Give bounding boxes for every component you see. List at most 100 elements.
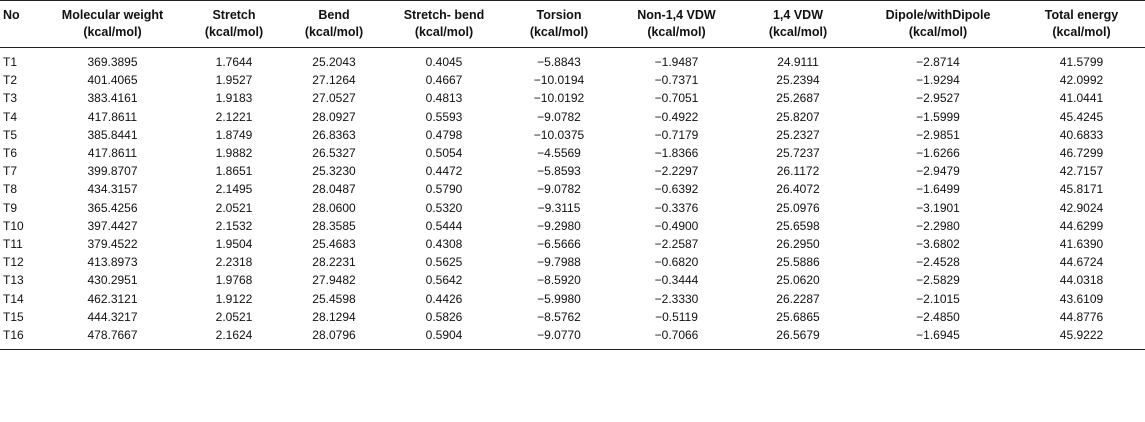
table-row: T13 430.2951 1.9768 27.9482 0.5642 −8.5920 −0.… [0,271,1145,289]
value-cell: 379.4522 [87,236,138,251]
value-cell: 25.3230 [312,164,356,179]
column-header-unit: (kcal/mol) [908,25,968,39]
value-cell: 26.2287 [776,291,820,306]
value-cell: 0.4045 [425,55,463,70]
column-header-label: Torsion [536,8,582,22]
table-row: T1 369.3895 1.7644 25.2043 0.4045 −5.8843 −1.9… [0,48,1145,72]
value-cell: −10.0375 [533,127,585,142]
row-id-cell: T16 [3,327,24,342]
value-cell: −1.9487 [654,55,699,70]
value-cell: 25.6598 [776,218,820,233]
value-cell: −2.3330 [654,291,699,306]
value-cell: 42.7157 [1059,164,1104,179]
value-cell: 417.8611 [87,146,138,161]
value-cell: 28.0927 [312,109,356,124]
value-cell: 26.8363 [312,127,356,142]
value-cell: 0.5320 [425,200,463,215]
column-header-label: Dipole/withDipole [885,8,991,22]
row-id-cell: T12 [3,255,24,270]
value-cell: 25.2043 [312,55,356,70]
table-header: No Molecular weight (kcal/mol) Stretch (kca… [0,0,1145,48]
row-id-cell: T6 [3,146,18,161]
row-id-cell: T10 [3,218,24,233]
value-cell: 44.6299 [1059,218,1104,233]
value-cell: −3.6802 [916,236,960,251]
table-row: T14 462.3121 1.9122 25.4598 0.4426 −5.9980 −2.… [0,289,1145,307]
value-cell: 434.3157 [87,182,138,197]
row-id-cell: T13 [3,273,24,288]
value-cell: 1.7644 [215,55,253,70]
value-cell: 44.8776 [1059,309,1104,324]
value-cell: 1.9504 [215,236,253,251]
value-cell: −2.5829 [916,273,960,288]
column-header-label: Non-1,4 VDW [637,8,716,22]
value-cell: 41.6390 [1059,236,1104,251]
column-header: Stretch- bend (kcal/mol) [385,1,503,48]
value-cell: 45.8171 [1059,182,1104,197]
value-cell: −0.7051 [654,91,699,106]
value-cell: −9.0782 [537,109,581,124]
value-cell: −1.6266 [916,146,960,161]
value-cell: 0.5642 [425,273,463,288]
value-cell: −2.9851 [916,127,960,142]
column-header: Non-1,4 VDW (kcal/mol) [615,1,738,48]
row-id-cell: T8 [3,182,18,197]
table-row: T15 444.3217 2.0521 28.1294 0.5826 −8.5762 −0.… [0,308,1145,326]
value-cell: −0.4922 [654,109,699,124]
value-cell: 27.9482 [312,273,356,288]
value-cell: 2.1495 [215,182,253,197]
value-cell: −9.2980 [537,218,581,233]
value-cell: −4.5569 [537,146,581,161]
value-cell: 2.0521 [215,309,253,324]
row-id-cell: T14 [3,291,24,306]
value-cell: 25.2327 [776,127,820,142]
value-cell: −1.5999 [916,109,960,124]
value-cell: −0.7066 [654,327,699,342]
value-cell: −2.2980 [916,218,960,233]
value-cell: −5.9980 [537,291,581,306]
value-cell: −0.6392 [654,182,699,197]
value-cell: 41.5799 [1059,55,1104,70]
value-cell: 44.6724 [1059,255,1104,270]
column-header: Molecular weight (kcal/mol) [40,1,185,48]
value-cell: 28.3585 [312,218,356,233]
value-cell: 383.4161 [87,91,138,106]
value-cell: −1.9294 [916,73,960,88]
value-cell: 27.0527 [312,91,356,106]
column-header-label: Molecular weight [61,8,164,22]
value-cell: 0.4308 [425,236,463,251]
value-cell: 2.0521 [215,200,253,215]
value-cell: 46.7299 [1059,146,1104,161]
table-row: T8 434.3157 2.1495 28.0487 0.5790 −9.0782 −0.6… [0,180,1145,198]
table-row: T16 478.7667 2.1624 28.0796 0.5904 −9.0770 −0.… [0,326,1145,350]
value-cell: 0.4426 [425,291,463,306]
column-header: Bend (kcal/mol) [283,1,385,48]
value-cell: −1.8366 [654,146,699,161]
column-header: Total energy (kcal/mol) [1018,1,1145,48]
value-cell: 1.9882 [215,146,253,161]
value-cell: −8.5920 [537,273,581,288]
row-id-cell: T3 [3,91,18,106]
value-cell: 1.9768 [215,273,253,288]
value-cell: 0.5444 [425,218,463,233]
column-header-label: Total energy [1044,8,1119,22]
table-row: T4 417.8611 2.1221 28.0927 0.5593 −9.0782 −0.4… [0,108,1145,126]
value-cell: 0.5593 [425,109,463,124]
value-cell: 1.8651 [215,164,253,179]
value-cell: −5.8843 [537,55,581,70]
row-id-cell: T11 [3,236,23,251]
value-cell: 2.1532 [215,218,253,233]
value-cell: 25.4598 [312,291,356,306]
value-cell: 444.3217 [87,309,138,324]
value-cell: 2.2318 [215,255,253,270]
value-cell: −9.0770 [537,327,581,342]
value-cell: 45.4245 [1059,109,1104,124]
value-cell: −9.7988 [537,255,581,270]
value-cell: 1.9183 [215,91,253,106]
value-cell: 0.5826 [425,309,463,324]
value-cell: 26.5327 [312,146,356,161]
value-cell: −2.4850 [916,309,960,324]
value-cell: 0.5904 [425,327,463,342]
value-cell: −1.6499 [916,182,960,197]
